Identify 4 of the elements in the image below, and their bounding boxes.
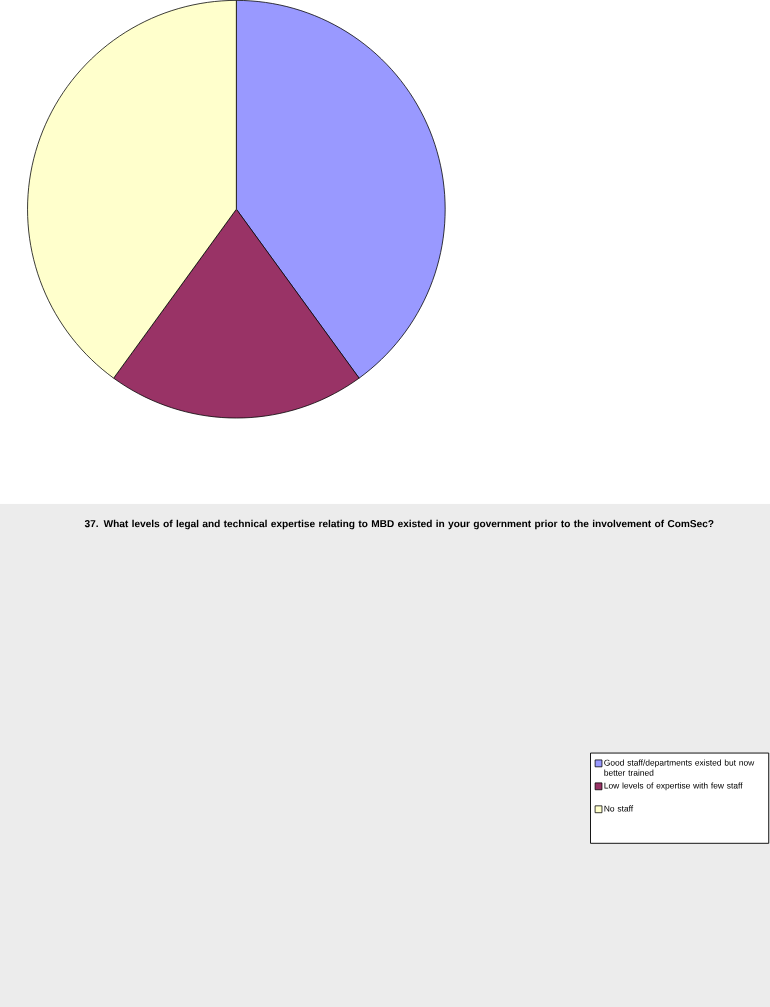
legend-label: Low levels of expertise with few staff [604, 782, 743, 791]
legend-label: Good staff/departments existed but now better trained [604, 759, 755, 776]
legend-label: No staff [604, 805, 634, 812]
text: 37. What levels of legal and technical expertise relating to MBD existed in your government prior to the involvement of ComSec? [84, 519, 714, 530]
